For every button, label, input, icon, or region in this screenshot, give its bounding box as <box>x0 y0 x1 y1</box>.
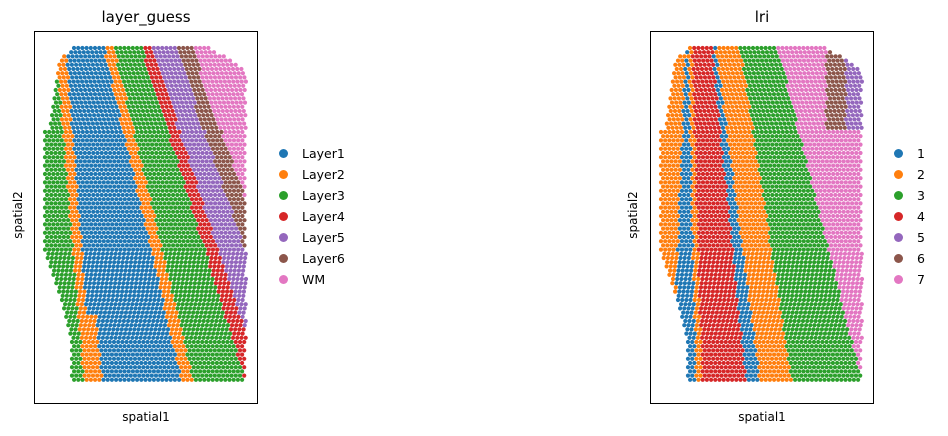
panel2-legend: 1 2 3 4 5 6 7 <box>894 143 925 290</box>
legend-item: 7 <box>894 269 925 290</box>
legend-marker <box>894 275 903 284</box>
legend-marker <box>894 170 903 179</box>
legend-item: 4 <box>894 206 925 227</box>
legend-marker <box>894 212 903 221</box>
panel1-plot-frame <box>34 31 258 404</box>
panel2-title: lri <box>754 8 770 26</box>
legend-marker <box>279 149 288 158</box>
legend-marker <box>279 212 288 221</box>
legend-label: Layer2 <box>302 167 345 182</box>
legend-marker <box>279 233 288 242</box>
panel1-legend: Layer1 Layer2 Layer3 Layer4 Layer5 Layer6 WM <box>279 143 345 290</box>
legend-item: Layer3 <box>279 185 345 206</box>
legend-label: Layer3 <box>302 188 345 203</box>
spot-layer <box>658 45 865 382</box>
panel2-plot-frame <box>650 31 874 404</box>
legend-label: Layer5 <box>302 230 345 245</box>
legend-label: 6 <box>917 251 925 266</box>
legend-item: Layer2 <box>279 164 345 185</box>
legend-marker <box>279 254 288 263</box>
legend-label: 1 <box>917 146 925 161</box>
legend-marker <box>894 233 903 242</box>
legend-item: WM <box>279 269 345 290</box>
panel1-title: layer_guess <box>101 8 191 26</box>
legend-item: 3 <box>894 185 925 206</box>
legend-marker <box>279 191 288 200</box>
legend-label: 4 <box>917 209 925 224</box>
panel1-xlabel: spatial1 <box>122 410 170 424</box>
legend-item: Layer6 <box>279 248 345 269</box>
legend-marker <box>894 191 903 200</box>
legend-item: Layer1 <box>279 143 345 164</box>
legend-label: 3 <box>917 188 925 203</box>
legend-item: 6 <box>894 248 925 269</box>
legend-item: Layer4 <box>279 206 345 227</box>
legend-label: Layer1 <box>302 146 345 161</box>
legend-marker <box>894 254 903 263</box>
legend-item: 1 <box>894 143 925 164</box>
spot-layer <box>42 45 249 382</box>
legend-label: 7 <box>917 272 925 287</box>
legend-label: 2 <box>917 167 925 182</box>
legend-label: 5 <box>917 230 925 245</box>
legend-marker <box>894 149 903 158</box>
legend-marker <box>279 275 288 284</box>
legend-label: WM <box>302 272 326 287</box>
panel2-xlabel: spatial1 <box>738 410 786 424</box>
legend-item: 2 <box>894 164 925 185</box>
legend-item: Layer5 <box>279 227 345 248</box>
legend-label: Layer6 <box>302 251 345 266</box>
legend-item: 5 <box>894 227 925 248</box>
legend-marker <box>279 170 288 179</box>
legend-label: Layer4 <box>302 209 345 224</box>
